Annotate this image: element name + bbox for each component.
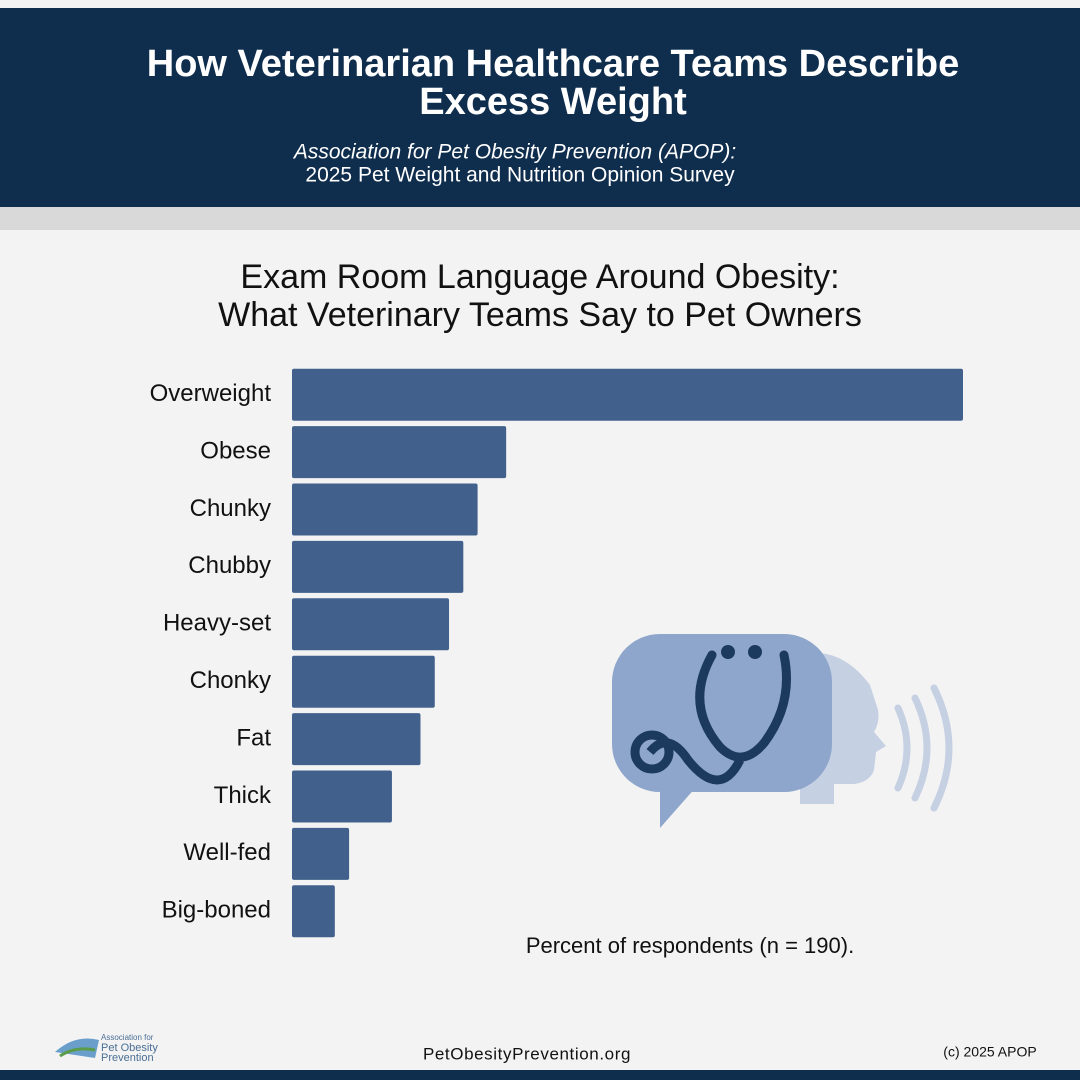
logo-text: Pet Obesity	[101, 1042, 158, 1054]
bar	[292, 483, 478, 536]
bar	[292, 426, 507, 479]
y-tick-label: Obese	[200, 437, 271, 464]
axis-label: Percent of respondents (n = 190).	[526, 933, 854, 958]
header-title: Excess Weight	[419, 81, 687, 123]
bar	[292, 655, 435, 708]
y-tick-label: Overweight	[150, 380, 272, 407]
y-tick-label: Well-fed	[183, 839, 271, 866]
bar	[292, 770, 392, 823]
chart-title: What Veterinary Teams Say to Pet Owners	[218, 296, 862, 334]
logo: Association for Pet Obesity Prevention	[55, 1033, 158, 1064]
header-subtitle: Association for Pet Obesity Prevention (…	[292, 141, 736, 164]
bar	[292, 368, 963, 421]
footer-website: PetObesityPrevention.org	[423, 1044, 631, 1063]
header-title: How Veterinarian Healthcare Teams Descri…	[147, 43, 959, 85]
logo-text: Prevention	[101, 1052, 154, 1064]
bar	[292, 827, 350, 880]
bar	[292, 540, 464, 593]
bar	[292, 598, 450, 651]
illustration	[612, 634, 953, 828]
header-band	[0, 8, 1080, 207]
y-tick-label: Thick	[214, 782, 272, 809]
y-tick-label: Chunky	[190, 495, 271, 522]
chart-title: Exam Room Language Around Obesity:	[240, 258, 839, 296]
footer-copyright: (c) 2025 APOP	[943, 1044, 1036, 1060]
bar	[292, 885, 335, 938]
logo-text: Association for	[101, 1033, 154, 1042]
y-tick-label: Chonky	[190, 667, 271, 694]
y-tick-label: Big-boned	[162, 897, 271, 924]
footer-band	[0, 1070, 1080, 1080]
header-subtitle: 2025 Pet Weight and Nutrition Opinion Su…	[305, 164, 735, 187]
y-tick-label: Chubby	[188, 552, 271, 579]
bar	[292, 713, 421, 766]
y-tick-label: Heavy-set	[163, 610, 271, 637]
y-tick-label: Fat	[236, 724, 271, 751]
divider-band	[0, 207, 1080, 230]
